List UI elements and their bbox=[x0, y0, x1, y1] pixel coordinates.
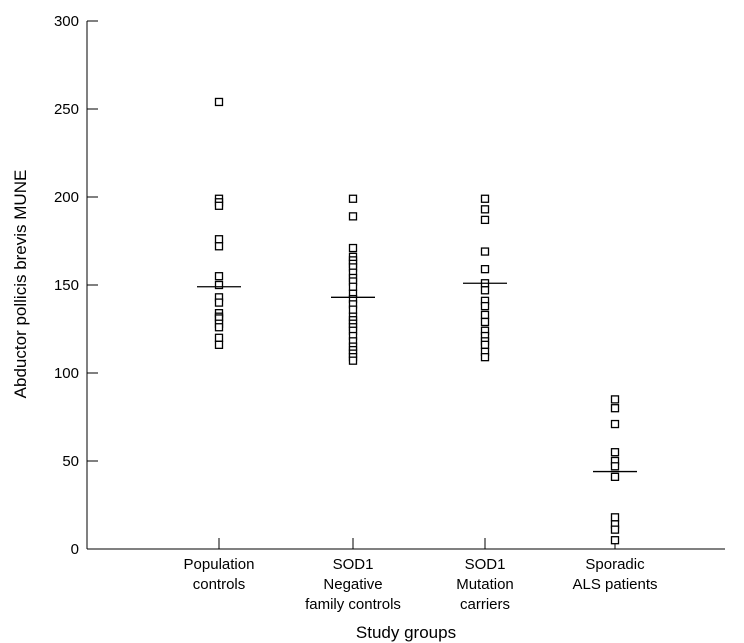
y-tick-label: 300 bbox=[54, 13, 79, 30]
data-point bbox=[214, 272, 224, 281]
data-point bbox=[214, 280, 224, 290]
y-tick-label: 150 bbox=[54, 277, 79, 294]
plot-area bbox=[197, 97, 637, 545]
data-point bbox=[480, 247, 490, 256]
x-axis-title: Study groups bbox=[356, 623, 456, 642]
data-point bbox=[480, 317, 490, 327]
data-point bbox=[610, 448, 620, 457]
data-point bbox=[610, 513, 620, 522]
data-point bbox=[480, 265, 490, 274]
axes bbox=[86, 21, 725, 550]
data-point bbox=[214, 242, 224, 251]
y-tick-label: 100 bbox=[54, 365, 79, 382]
y-tick-label: 0 bbox=[71, 541, 79, 558]
data-point bbox=[214, 97, 224, 107]
y-ticks: 0 50 100 150 200 250 300 bbox=[54, 13, 98, 558]
data-point bbox=[480, 301, 490, 311]
x-category-label: SOD1 Mutation carriers bbox=[456, 556, 514, 613]
data-point bbox=[610, 525, 620, 534]
data-point bbox=[348, 305, 358, 314]
x-category-labels: Population controls SOD1 Negative family con… bbox=[184, 538, 658, 613]
data-point bbox=[348, 194, 358, 203]
data-point bbox=[214, 201, 224, 210]
data-point bbox=[610, 462, 620, 471]
data-point bbox=[348, 356, 358, 365]
y-tick-label: 250 bbox=[54, 101, 79, 118]
data-point bbox=[348, 212, 358, 221]
data-point bbox=[214, 298, 224, 307]
y-tick-label: 50 bbox=[62, 453, 79, 470]
data-point bbox=[610, 395, 620, 404]
data-point bbox=[480, 194, 490, 203]
data-point bbox=[480, 310, 490, 320]
x-category-label: Sporadic ALS patients bbox=[572, 556, 657, 593]
x-category-label: Population controls bbox=[184, 556, 255, 593]
data-point bbox=[214, 323, 224, 332]
data-point bbox=[348, 243, 358, 253]
data-point bbox=[348, 282, 358, 291]
data-point bbox=[480, 215, 490, 225]
y-tick-label: 200 bbox=[54, 189, 79, 206]
data-point bbox=[610, 404, 620, 413]
data-point bbox=[610, 536, 620, 545]
data-point bbox=[480, 286, 490, 295]
data-point bbox=[214, 235, 224, 244]
data-point bbox=[480, 353, 490, 362]
data-point bbox=[610, 472, 620, 481]
data-point bbox=[610, 419, 620, 429]
data-point bbox=[214, 340, 224, 349]
data-point bbox=[480, 205, 490, 214]
data-point bbox=[480, 340, 490, 349]
y-axis-title: Abductor pollicis brevis MUNE bbox=[11, 170, 30, 399]
x-category-label: SOD1 Negative family controls bbox=[305, 556, 401, 613]
data-point bbox=[214, 333, 224, 342]
